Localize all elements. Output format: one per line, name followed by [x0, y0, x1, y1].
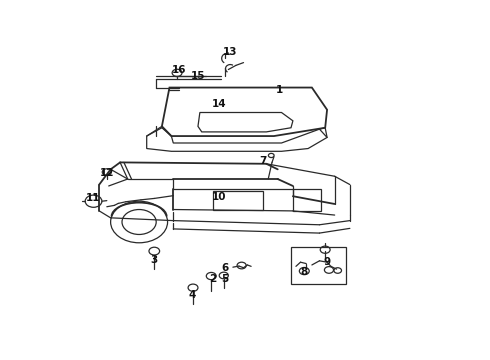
Text: 16: 16	[172, 64, 186, 75]
Bar	[213, 191, 263, 210]
Bar	[293, 189, 321, 211]
Text: 1: 1	[276, 85, 283, 95]
Text: 9: 9	[323, 257, 331, 267]
Text: 4: 4	[189, 290, 196, 300]
Text: 11: 11	[86, 193, 101, 203]
Text: 15: 15	[191, 71, 205, 81]
Text: 12: 12	[99, 168, 114, 179]
Text: 6: 6	[221, 263, 228, 273]
Text: 2: 2	[210, 274, 217, 284]
Text: 10: 10	[212, 192, 226, 202]
Text: 8: 8	[301, 267, 308, 277]
Text: 5: 5	[221, 274, 228, 284]
Text: 14: 14	[212, 99, 226, 109]
Text: 7: 7	[259, 156, 266, 166]
Text: 3: 3	[150, 255, 158, 265]
Bar	[291, 247, 346, 284]
Text: 13: 13	[223, 46, 238, 57]
